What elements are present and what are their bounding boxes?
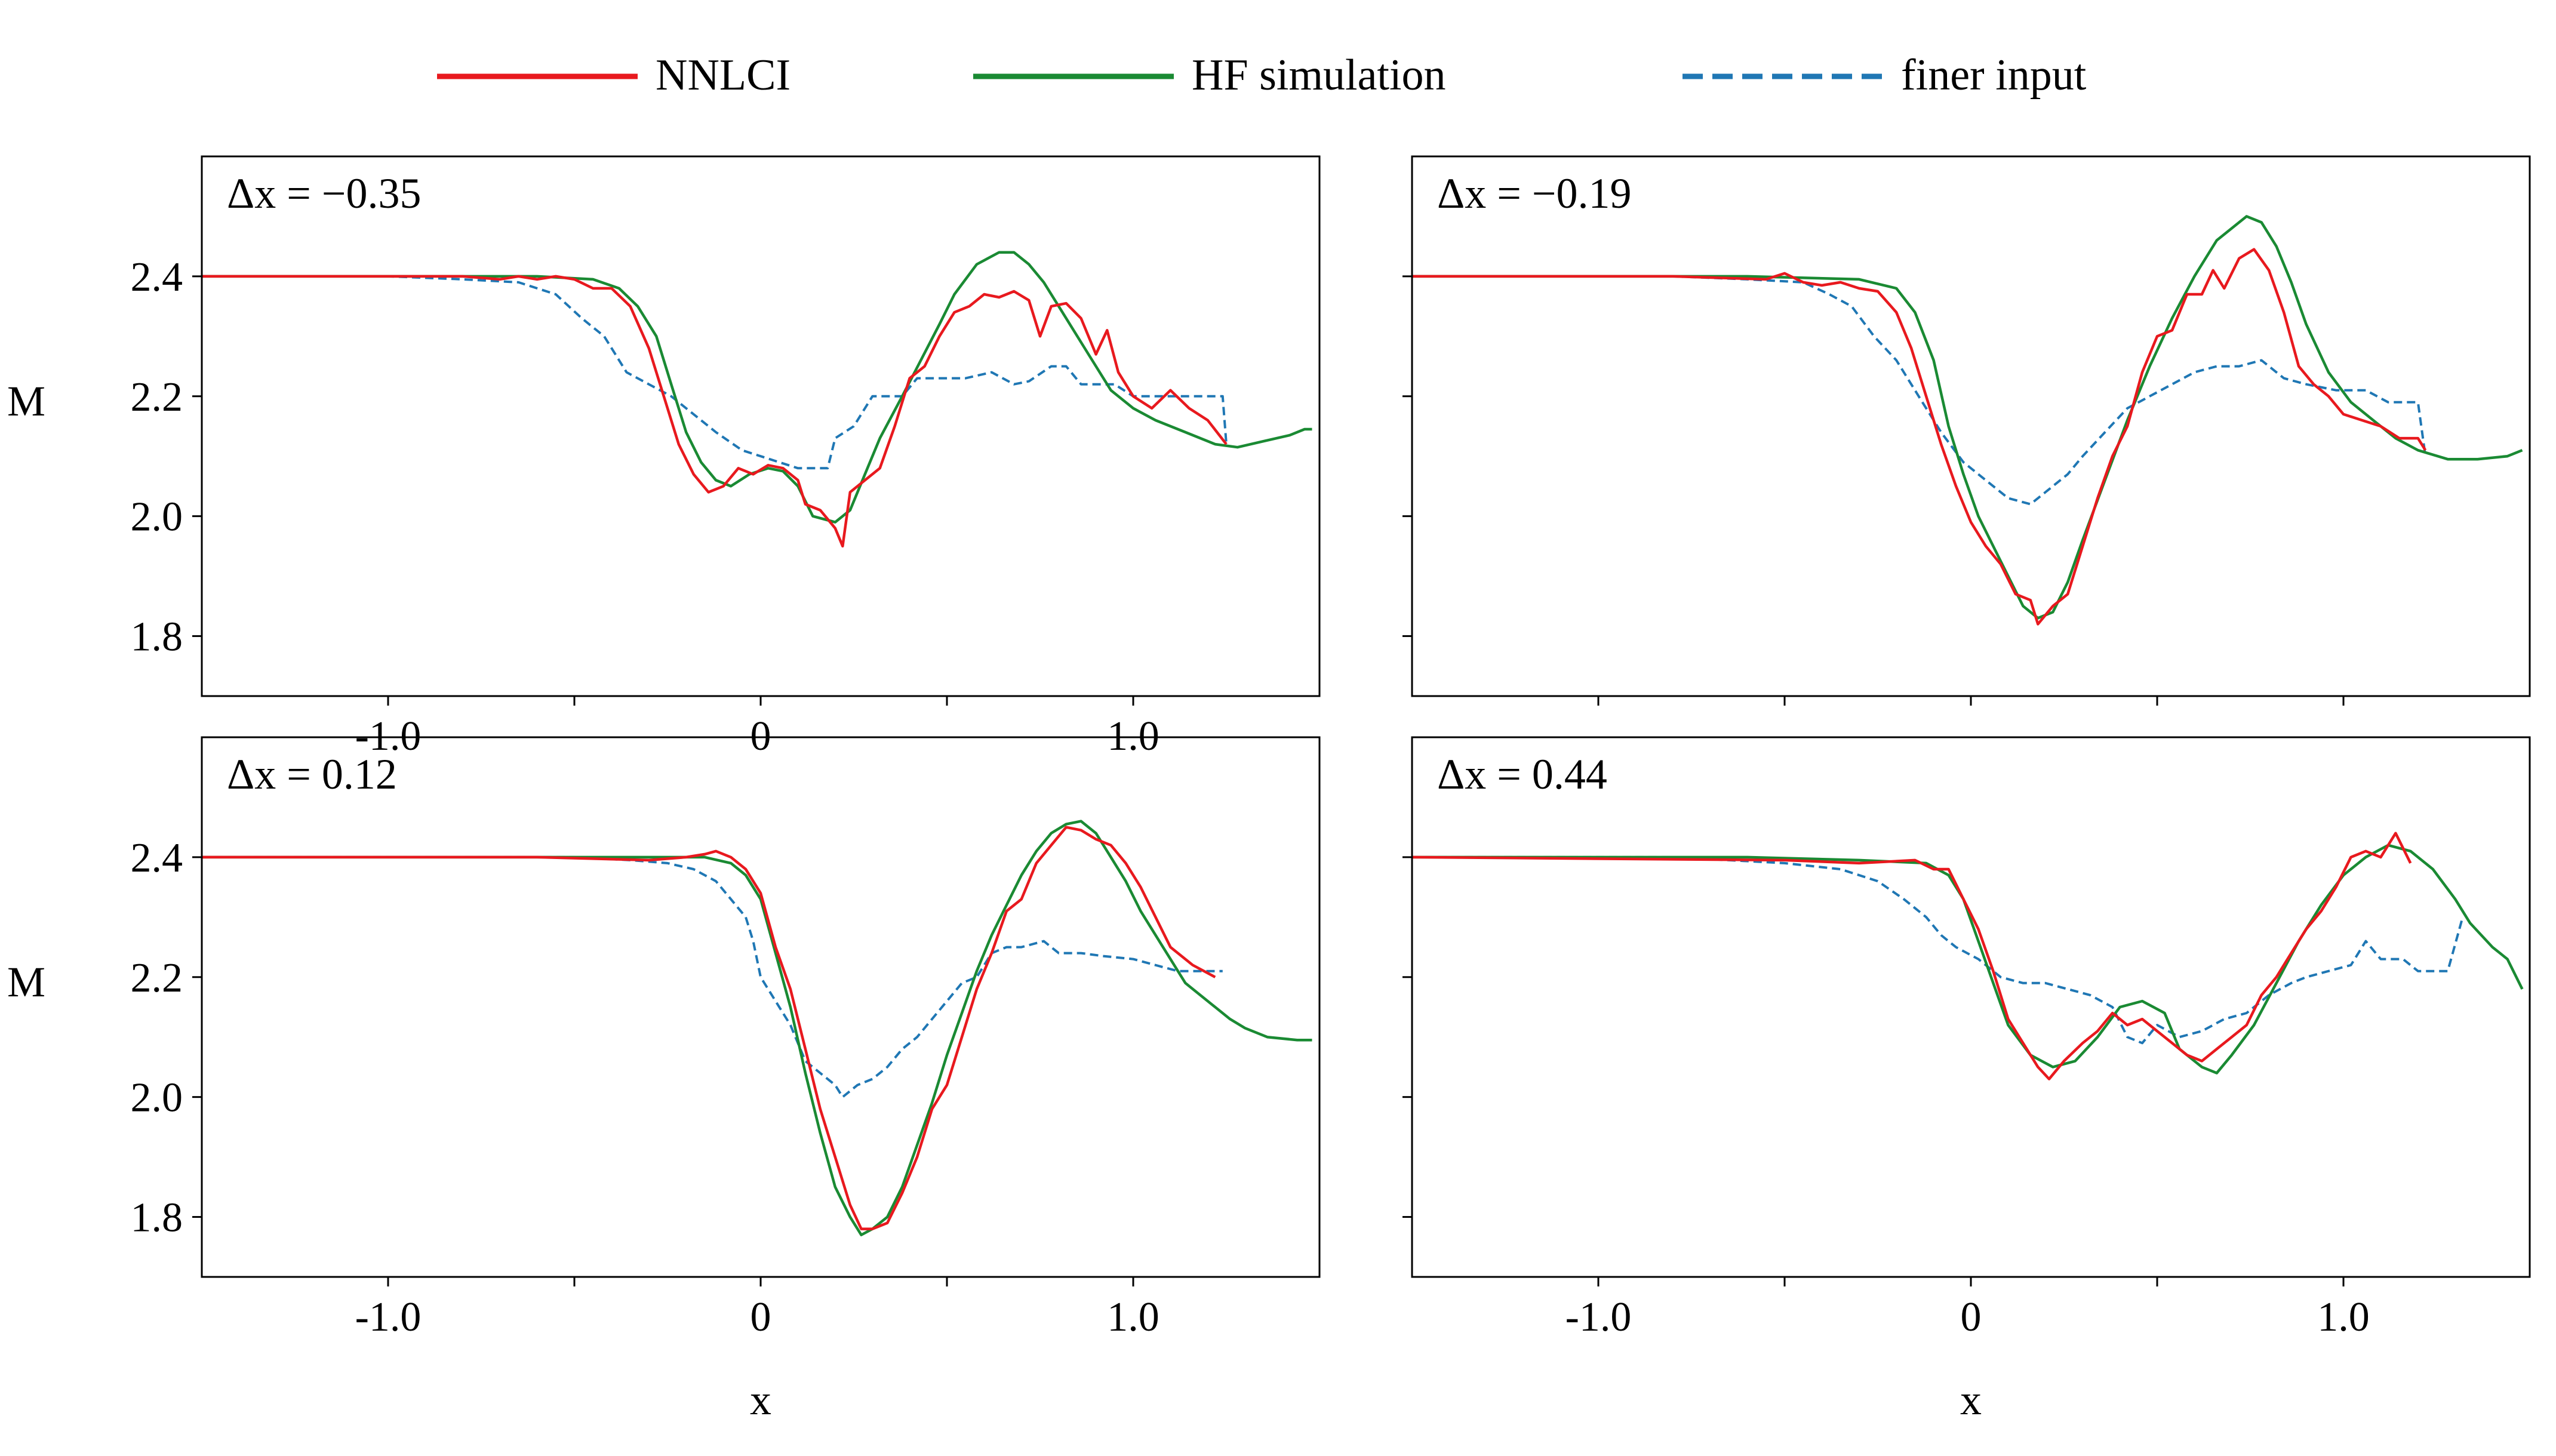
x-tick-label: 0 xyxy=(751,1294,771,1340)
series-line-finer-input xyxy=(1412,275,2427,506)
legend-label: HF simulation xyxy=(1192,51,1446,100)
series-line-hf-simulation xyxy=(1412,215,2523,620)
series-line-hf-simulation xyxy=(202,251,1312,524)
x-tick-label: 0 xyxy=(1961,1294,1982,1340)
series-line-finer-input xyxy=(202,855,1223,1098)
legend-label: finer input xyxy=(1901,51,2087,100)
panels: -1.0 0 1.0 1.8 2.0 2.2 2.4 Δx = −0.35 M Δx = −0.1… xyxy=(7,155,2531,1424)
panel-3: -1.0 0 1.0 Δx = 0.44 x xyxy=(1402,736,2531,1424)
plot-frame xyxy=(201,155,1321,697)
y-tick-label: 2.0 xyxy=(131,1075,183,1121)
series-line-nnlci xyxy=(1412,832,2412,1081)
x-axis-label: x xyxy=(1960,1376,1982,1424)
series-group xyxy=(202,251,1312,548)
series-group xyxy=(1412,832,2524,1081)
series-line-nnlci xyxy=(202,275,1228,548)
series-line-hf-simulation xyxy=(1412,844,2524,1075)
panel-annotation: Δx = −0.35 xyxy=(227,170,422,217)
panel-0: -1.0 0 1.01.82.02.22.4Δx = −0.35M xyxy=(7,155,1321,759)
series-line-nnlci xyxy=(1412,248,2427,626)
panel-2: -1.0 0 1.0 1.8 2.0 2.2 2.4 Δx = 0.12 Mx xyxy=(7,736,1321,1424)
x-tick-label: -1.0 xyxy=(355,1294,422,1340)
y-tick-label: 2.2 xyxy=(131,374,183,420)
series-line-hf-simulation xyxy=(202,820,1312,1236)
panel-annotation: Δx = 0.44 xyxy=(1437,750,1607,798)
y-tick-label: 2.2 xyxy=(131,955,183,1001)
y-axis-label: M xyxy=(7,958,45,1006)
panel-annotation: Δx = 0.12 xyxy=(227,750,397,798)
panel-annotation: Δx = −0.19 xyxy=(1437,170,1632,217)
series-line-finer-input xyxy=(202,275,1228,470)
y-tick-label: 2.0 xyxy=(131,494,183,540)
y-tick-label: 1.8 xyxy=(131,614,183,660)
x-tick-label: -1.0 xyxy=(1565,1294,1632,1340)
series-line-finer-input xyxy=(1412,855,2464,1045)
x-tick-label: 1.0 xyxy=(1107,1294,1159,1340)
plot-frame xyxy=(1411,736,2531,1278)
series-group xyxy=(1412,215,2523,626)
x-tick-label: 1.0 xyxy=(2317,1294,2370,1340)
legend-label: NNLCI xyxy=(656,51,791,100)
y-tick-label: 1.8 xyxy=(131,1195,183,1241)
plot-frame xyxy=(1411,155,2531,697)
y-tick-label: 2.4 xyxy=(131,254,183,300)
series-line-nnlci xyxy=(202,826,1216,1230)
y-tick-label: 2.4 xyxy=(131,835,183,881)
plot-frame xyxy=(201,736,1321,1278)
series-group xyxy=(202,820,1312,1236)
legend-entry-1: HF simulation xyxy=(973,51,1446,100)
panel-1: Δx = −0.19 xyxy=(1402,155,2531,706)
legend-entry-0: NNLCI xyxy=(437,51,791,100)
legend-entry-2: finer input xyxy=(1683,51,2087,100)
y-axis-label: M xyxy=(7,377,45,425)
x-axis-label: x xyxy=(750,1376,771,1424)
legend: NNLCI HF simulation finer input xyxy=(437,51,2087,100)
